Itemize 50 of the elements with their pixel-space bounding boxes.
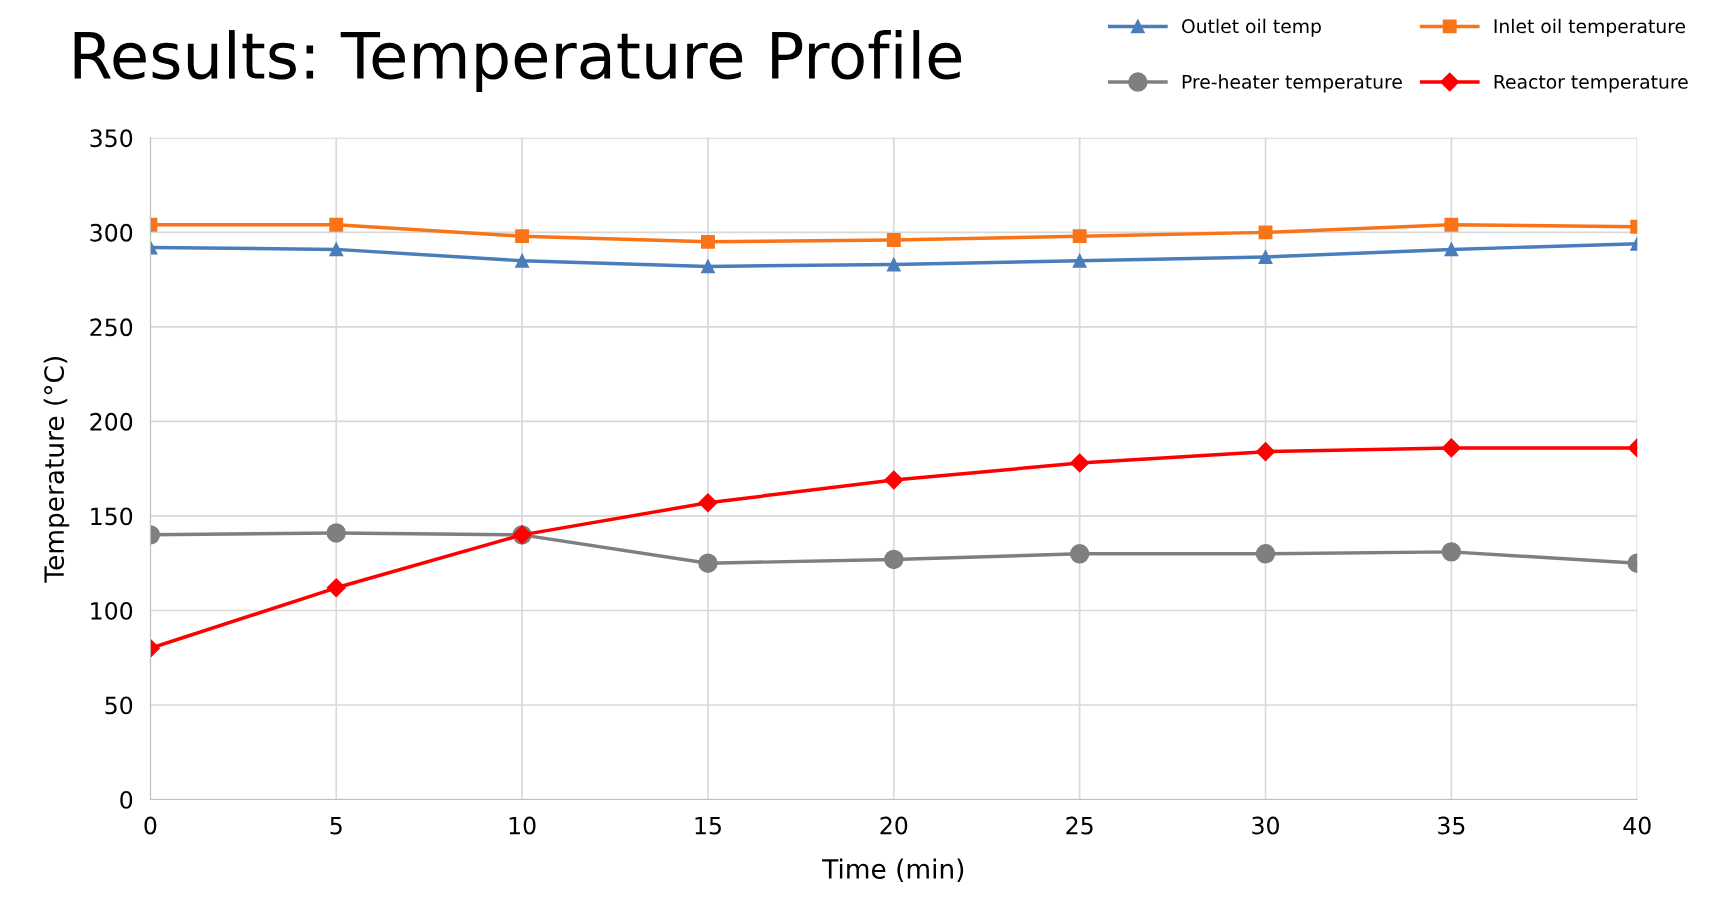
x-tick-label: 0 bbox=[144, 816, 157, 835]
point bbox=[698, 553, 718, 573]
x-tick-label: 25 bbox=[1066, 816, 1093, 835]
point bbox=[1441, 542, 1462, 562]
point bbox=[326, 523, 346, 543]
point bbox=[1255, 544, 1276, 564]
chart-title: Results: Temperature Profile bbox=[74, 30, 962, 92]
x-tick-label: 30 bbox=[1252, 816, 1279, 835]
x-tick-label: 20 bbox=[880, 816, 908, 835]
x-tick-label: 10 bbox=[509, 816, 536, 835]
y-tick-label: 150 bbox=[91, 507, 133, 526]
y-tick-label: 250 bbox=[90, 318, 133, 337]
x-tick-label: 40 bbox=[1623, 816, 1651, 835]
legend-label: Outlet oil temp bbox=[1182, 18, 1321, 37]
point bbox=[1255, 442, 1276, 462]
point bbox=[515, 229, 530, 244]
legend-label: Reactor temperature bbox=[1494, 74, 1688, 93]
y-tick-label: 350 bbox=[90, 129, 133, 148]
point bbox=[329, 242, 344, 257]
legend-label: Pre-heater temperature bbox=[1182, 74, 1402, 93]
y-tick-label: 50 bbox=[105, 696, 133, 715]
y-tick-label: 200 bbox=[90, 412, 133, 431]
x-axis-title: Time (min) bbox=[822, 858, 964, 883]
point bbox=[1444, 242, 1459, 257]
y-tick-label: 300 bbox=[90, 223, 133, 242]
point bbox=[886, 232, 901, 247]
x-tick-label: 5 bbox=[330, 816, 342, 835]
point bbox=[515, 253, 530, 268]
point bbox=[1258, 250, 1273, 264]
point bbox=[1444, 217, 1459, 232]
y-tick-label: 100 bbox=[91, 601, 133, 620]
point bbox=[701, 234, 715, 249]
point bbox=[1072, 229, 1087, 244]
y-tick-label: 0 bbox=[120, 790, 133, 809]
point bbox=[698, 493, 718, 513]
point bbox=[1258, 225, 1273, 240]
point bbox=[886, 257, 901, 272]
y-axis-title: Temperature (°C) bbox=[43, 357, 70, 583]
point bbox=[1070, 453, 1090, 473]
point bbox=[329, 217, 344, 232]
point bbox=[1072, 253, 1087, 268]
point bbox=[884, 549, 904, 570]
point bbox=[1441, 438, 1461, 458]
legend-label: Inlet oil temperature bbox=[1494, 18, 1686, 37]
point bbox=[701, 259, 715, 274]
point bbox=[326, 578, 346, 598]
point bbox=[884, 470, 904, 490]
x-tick-label: 35 bbox=[1438, 816, 1465, 835]
x-tick-label: 15 bbox=[695, 816, 721, 835]
point bbox=[1069, 544, 1090, 564]
